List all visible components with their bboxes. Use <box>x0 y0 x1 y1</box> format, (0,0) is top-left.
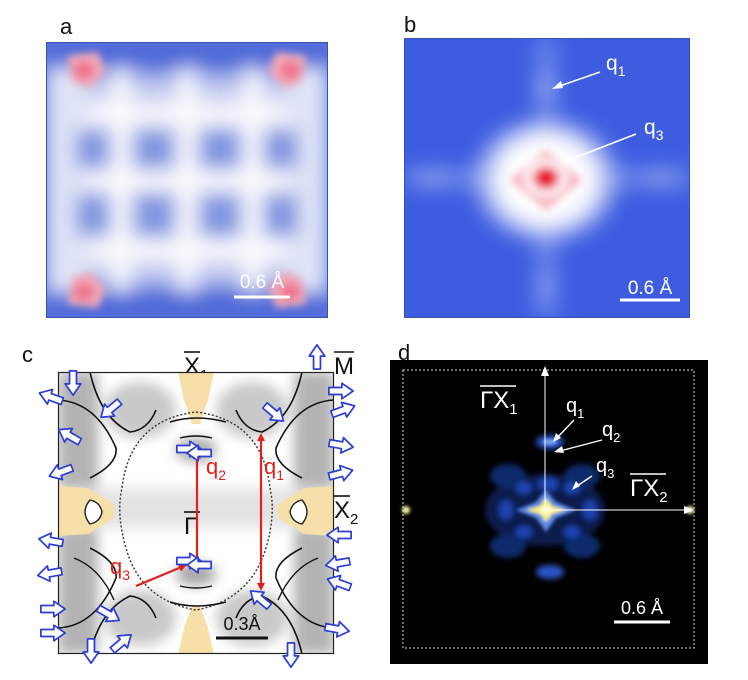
panel-c-q3-label: q3 <box>110 554 130 583</box>
panel-b-letter: b <box>404 12 417 37</box>
panel-c-scale-label: 0.3Å <box>223 614 260 634</box>
panel-c-q2-label: q2 <box>206 454 226 483</box>
panel-d-scale-label: 0.6 Å <box>621 598 663 618</box>
panel-b-scale-label: 0.6 Å <box>628 278 673 299</box>
panel-b-q3-label: q3 <box>644 116 664 143</box>
panel-c-q1-label: q1 <box>264 454 284 483</box>
panel-c-q3-vector <box>135 564 187 588</box>
panel-c-letter: c <box>22 342 33 367</box>
panel-c-fermi-surface: X1 M X2 <box>35 344 358 668</box>
panel-c-gamma-label: Γ <box>184 513 197 540</box>
panel-d-brillouin-zone <box>402 369 695 649</box>
panel-b-q3-arrow <box>563 133 637 163</box>
panel-b-qpi-map: q1 q3 0.6 Å <box>404 38 690 318</box>
panel-d-letter: d <box>398 340 411 365</box>
panel-b-q1-label: q1 <box>606 52 626 79</box>
panel-a-scale-label: 0.6 Å <box>240 272 285 293</box>
panel-d-qpi-map: ΓX1 ΓX2 q1 q2 q3 0.6 Å <box>390 360 708 664</box>
panel-d-gx1-label: ΓX1 <box>480 387 518 418</box>
panel-d-q2-arrow <box>555 439 603 453</box>
panel-d-q1-label: q1 <box>566 395 584 421</box>
panel-d-q2-label: q2 <box>602 419 620 445</box>
panel-d-gx2-label: ΓX2 <box>630 475 668 506</box>
panel-a-qpi-map: 0.6 Å <box>46 42 328 318</box>
panel-a-letter: a <box>60 14 73 39</box>
panel-d-q3-label: q3 <box>596 455 614 481</box>
panel-c-x2-label: X2 <box>334 497 358 528</box>
panel-c-m-label: M <box>334 353 354 380</box>
